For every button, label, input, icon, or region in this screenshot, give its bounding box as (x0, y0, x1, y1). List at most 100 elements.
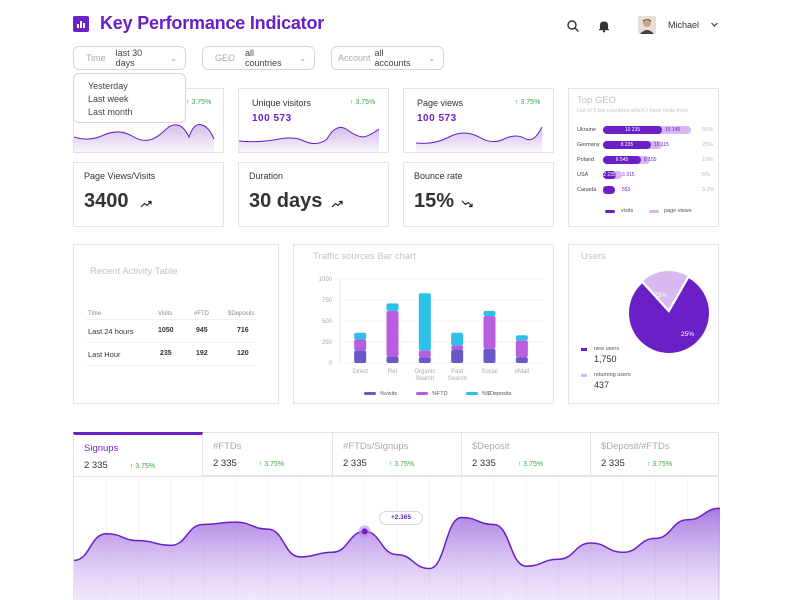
tab-value: 2 335 (472, 458, 496, 469)
geo-country: Poland (577, 157, 595, 163)
users-card: Users 75% 25% new users 1,750 returning u… (568, 244, 719, 404)
top-geo-title: Top GEO (577, 95, 617, 106)
user-name[interactable]: Michael (668, 20, 700, 30)
users-pie-chart: 75% 25% (629, 271, 709, 353)
account-filter[interactable]: Account all accounts ⌄ (331, 46, 444, 70)
new-users-label: new users (594, 346, 620, 352)
kpi-value: 100 573 (252, 113, 292, 124)
tab-signups[interactable]: Signups 2 335 ↑ 3.75% (73, 432, 203, 476)
geo-bar-visits (603, 141, 651, 149)
tab-delta: ↑ 3.75% (646, 461, 673, 468)
tab-delta-value: 3.75% (264, 461, 285, 468)
geo-bar-visits (603, 186, 615, 194)
dropdown-item-yesterday[interactable]: Yesterday (88, 81, 128, 91)
account-filter-value: all accounts (374, 48, 411, 68)
tab-ftds-signups[interactable]: #FTDs/Signups 2 335 ↑ 3.75% (333, 432, 462, 476)
stat-name: Page Views/Visits (84, 171, 156, 181)
geo-percent: 3.2% (702, 187, 715, 193)
tab-label: $Deposit (472, 441, 510, 452)
table-cell: 1050 (158, 327, 174, 334)
activity-title: Recent Activity Table (90, 266, 178, 277)
bar-deposits (386, 303, 399, 311)
legend-label-visits: visits (621, 208, 634, 214)
table-divider (86, 342, 256, 343)
y-tick-label: 1000 (319, 277, 333, 283)
stat-value: 15% (414, 190, 455, 212)
top-geo-card: Top GEO List of 5 top countries which I … (568, 88, 719, 227)
pie-slice-new-users (629, 278, 709, 353)
geo-views-value: 8 155 (644, 157, 657, 163)
traffic-chart-title: Traffic sources Bar chart (313, 251, 416, 262)
geo-visits-value: 6 545 (615, 157, 629, 163)
x-tick-label: Paid (451, 369, 463, 375)
returning-users-label: returning users (594, 372, 631, 378)
table-header-ftd: #FTD (194, 311, 209, 317)
dropdown-item-last-week[interactable]: Last week (88, 94, 129, 104)
tab-delta: ↑ 3.75% (129, 463, 156, 470)
geo-country: USA (577, 172, 589, 178)
bar-deposits (354, 332, 367, 340)
geo-bar-visits (603, 171, 616, 179)
geo-country: Germany (577, 142, 600, 148)
dropdown-item-last-month[interactable]: Last month (88, 107, 133, 117)
geo-views-value: 15 145 (665, 127, 681, 133)
x-tick-label: Search (415, 376, 434, 382)
legend-label: %visits (380, 391, 397, 397)
tab-delta-value: 3.75% (394, 461, 415, 468)
search-icon[interactable] (566, 19, 580, 33)
page-title: Key Performance Indicator (100, 13, 325, 33)
tab-ftds[interactable]: #FTDs 2 335 ↑ 3.75% (203, 432, 333, 476)
x-tick-label: Direct (352, 369, 368, 375)
area-fill (74, 508, 720, 600)
time-filter[interactable]: Time last 30 days ⌄ (73, 46, 186, 70)
chevron-down-icon: ⌄ (299, 53, 306, 63)
geo-filter-value: all countries (245, 48, 282, 68)
pie-slice-returning-users (643, 271, 688, 310)
bar-visits (483, 348, 496, 363)
tab-label: #FTDs/Signups (343, 441, 409, 452)
x-tick-label: Organic (414, 369, 435, 375)
bell-icon[interactable] (597, 19, 611, 33)
tab-delta-value: 3.75% (652, 461, 673, 468)
avatar[interactable] (638, 16, 656, 34)
sparkline-visits (74, 124, 215, 153)
legend-label-page-views: page views (664, 208, 692, 214)
tab-delta: ↑ 3.75% (388, 461, 415, 468)
kpi-name: Unique visitors (252, 98, 312, 108)
stat-card-page-views-visits: Page Views/Visits 3400 (73, 162, 224, 227)
kpi-value: 100 573 (417, 113, 457, 124)
y-tick-label: 750 (322, 298, 333, 304)
x-tick-label: eMail (515, 369, 529, 375)
bar-deposits (451, 332, 464, 346)
signups-chart-card: +2.365 (73, 476, 720, 600)
highlight-point[interactable] (361, 528, 368, 535)
chevron-down-icon[interactable] (710, 20, 719, 31)
tab-value: 2 335 (601, 458, 625, 469)
x-tick-label: Search (448, 376, 467, 382)
pie-label-returning-users: 25% (681, 331, 694, 338)
tab-deposit-ftds[interactable]: $Deposit/#FTDs 2 335 ↑ 3.75% (591, 432, 719, 476)
tab-deposit[interactable]: $Deposit 2 335 ↑ 3.75% (462, 432, 591, 476)
x-tick-label: Ref (388, 369, 398, 375)
table-cell: 120 (237, 350, 249, 357)
trend-down-icon (461, 200, 473, 208)
tab-label: Signups (84, 443, 119, 454)
traffic-sources-card: Traffic sources Bar chart 0 250 500 750 1000… (293, 244, 554, 404)
tab-value: 2 335 (84, 460, 108, 471)
stat-value: 30 days (249, 190, 323, 212)
recent-activity-card: Recent Activity Table Time Visits #FTD $… (73, 244, 279, 404)
delta-badge: ↑ 3.75% (350, 99, 376, 106)
geo-country: Ukraine (577, 127, 596, 133)
legend-swatch-visits (605, 210, 615, 213)
table-cell: Last 24 hours (88, 327, 134, 336)
bar-deposits (483, 310, 496, 316)
kpi-name: Page views (417, 98, 464, 108)
delta-value: 3.75% (191, 99, 212, 106)
tab-delta-value: 3.75% (523, 461, 544, 468)
geo-filter[interactable]: GEO all countries ⌄ (202, 46, 315, 70)
table-header-deposits: $Deposits (228, 311, 255, 317)
geo-percent: 56% (702, 127, 714, 133)
kpi-card-unique-visitors: Unique visitors ↑ 3.75% 100 573 (238, 88, 389, 153)
top-geo-subtitle: List of 5 top countries which I have vis… (577, 108, 688, 114)
returning-users-value: 437 (594, 380, 610, 390)
